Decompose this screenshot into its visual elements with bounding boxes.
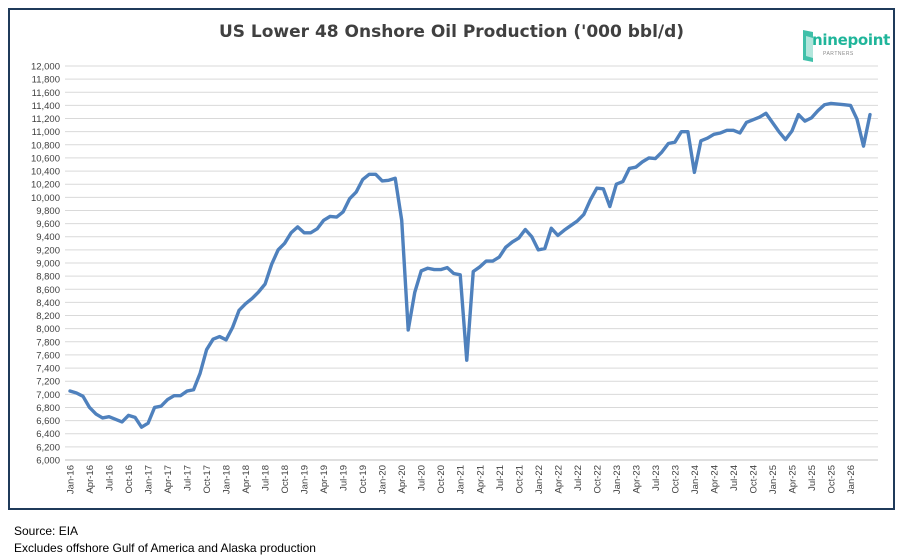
x-tick-label: Oct-23 xyxy=(670,465,681,494)
x-tick-label: Oct-17 xyxy=(202,465,213,494)
coverage-note: Excludes offshore Gulf of America and Al… xyxy=(14,541,316,555)
x-tick-label: Jan-21 xyxy=(456,465,467,494)
source-note: Source: EIA xyxy=(14,524,79,538)
series-layer xyxy=(68,101,872,429)
x-tick-label: Jan-22 xyxy=(534,465,545,494)
x-tick-label: Jul-25 xyxy=(807,465,818,491)
y-tick-label: 6,000 xyxy=(36,456,60,467)
x-tick-label: Apr-16 xyxy=(85,465,96,494)
y-tick-label: 10,400 xyxy=(31,167,60,178)
x-tick-label: Oct-20 xyxy=(436,465,447,494)
y-tick-label: 8,000 xyxy=(36,324,60,335)
y-tick-label: 10,000 xyxy=(31,193,60,204)
y-tick-label: 9,800 xyxy=(36,206,60,217)
x-tick-label: Jul-23 xyxy=(651,465,662,491)
y-tick-label: 11,800 xyxy=(32,75,60,86)
y-tick-label: 9,400 xyxy=(36,232,60,243)
x-tick-label: Oct-24 xyxy=(748,465,759,494)
x-tick-label: Oct-25 xyxy=(826,465,837,494)
series-line xyxy=(68,101,872,429)
chart-title: US Lower 48 Onshore Oil Production ('000… xyxy=(218,22,685,42)
y-tick-label: 10,600 xyxy=(31,153,60,164)
y-tick-label: 6,200 xyxy=(36,442,60,453)
y-axis-ticks: 6,000 6,200 6,400 6,600 6,800 7,000 7,200 7,400… xyxy=(31,62,60,467)
x-tick-label: Jul-17 xyxy=(183,465,194,491)
y-tick-label: 8,800 xyxy=(36,272,60,283)
y-tick-label: 9,000 xyxy=(36,259,60,270)
y-tick-label: 11,400 xyxy=(32,101,60,112)
y-tick-label: 6,400 xyxy=(36,429,60,440)
x-tick-label: Jan-24 xyxy=(690,465,701,494)
y-tick-label: 11,200 xyxy=(32,114,60,125)
x-tick-label: Oct-21 xyxy=(514,465,525,494)
x-tick-label: Jul-18 xyxy=(261,465,272,491)
y-tick-label: 7,200 xyxy=(36,377,60,388)
chart-frame xyxy=(8,8,895,510)
x-tick-label: Jan-23 xyxy=(612,465,623,494)
x-tick-label: Jul-21 xyxy=(495,465,506,491)
x-tick-label: Jan-18 xyxy=(222,465,233,494)
x-tick-label: Jul-16 xyxy=(105,465,116,491)
y-tick-label: 11,000 xyxy=(32,127,60,138)
x-tick-label: Oct-18 xyxy=(280,465,291,494)
y-tick-label: 8,400 xyxy=(36,298,60,309)
x-axis-ticks: Jan-16 Apr-16 Jul-16 Oct-16 Jan-17 Apr-17 Jul-… xyxy=(66,465,857,494)
gridlines xyxy=(65,65,878,461)
x-tick-label: Jan-17 xyxy=(144,465,155,494)
x-tick-label: Jan-16 xyxy=(66,465,77,494)
x-tick-label: Jul-20 xyxy=(417,465,428,491)
logo-wordmark: ninepoint xyxy=(812,31,891,49)
x-tick-label: Oct-19 xyxy=(358,465,369,494)
y-tick-label: 10,800 xyxy=(31,140,60,151)
x-tick-label: Jul-22 xyxy=(573,465,584,491)
logo-tagline: PARTNERS xyxy=(823,51,854,57)
x-tick-label: Jul-24 xyxy=(729,465,740,491)
x-tick-label: Apr-20 xyxy=(397,465,408,494)
ninepoint-logo: ninepoint PARTNERS xyxy=(801,28,890,70)
y-tick-label: 7,400 xyxy=(36,364,60,375)
logo-mark-icon xyxy=(803,30,813,62)
y-tick-label: 6,600 xyxy=(36,416,60,427)
x-tick-label: Jul-19 xyxy=(339,465,350,491)
x-tick-label: Apr-21 xyxy=(475,465,486,494)
x-tick-label: Jan-20 xyxy=(378,465,389,494)
x-tick-label: Oct-16 xyxy=(124,465,135,494)
y-tick-label: 8,200 xyxy=(36,311,60,322)
y-tick-label: 8,600 xyxy=(36,285,60,296)
x-tick-label: Apr-18 xyxy=(241,465,252,494)
x-tick-label: Apr-23 xyxy=(631,465,642,494)
y-tick-label: 7,600 xyxy=(36,350,60,361)
x-tick-label: Jan-19 xyxy=(300,465,311,494)
x-tick-label: Oct-22 xyxy=(592,465,603,494)
y-tick-label: 7,000 xyxy=(36,390,60,401)
y-tick-label: 10,200 xyxy=(31,180,60,191)
y-tick-label: 12,000 xyxy=(31,62,60,73)
x-tick-label: Apr-17 xyxy=(163,465,174,494)
x-tick-label: Apr-24 xyxy=(709,465,720,494)
y-tick-label: 9,200 xyxy=(36,245,60,256)
y-tick-label: 11,600 xyxy=(32,88,60,99)
x-tick-label: Apr-19 xyxy=(319,465,330,494)
x-tick-label: Apr-22 xyxy=(553,465,564,494)
x-tick-label: Apr-25 xyxy=(787,465,798,494)
y-tick-label: 7,800 xyxy=(36,337,60,348)
y-tick-label: 9,600 xyxy=(36,219,60,230)
x-tick-label: Jan-26 xyxy=(846,465,857,494)
x-tick-label: Jan-25 xyxy=(768,465,779,494)
y-tick-label: 6,800 xyxy=(36,403,60,414)
